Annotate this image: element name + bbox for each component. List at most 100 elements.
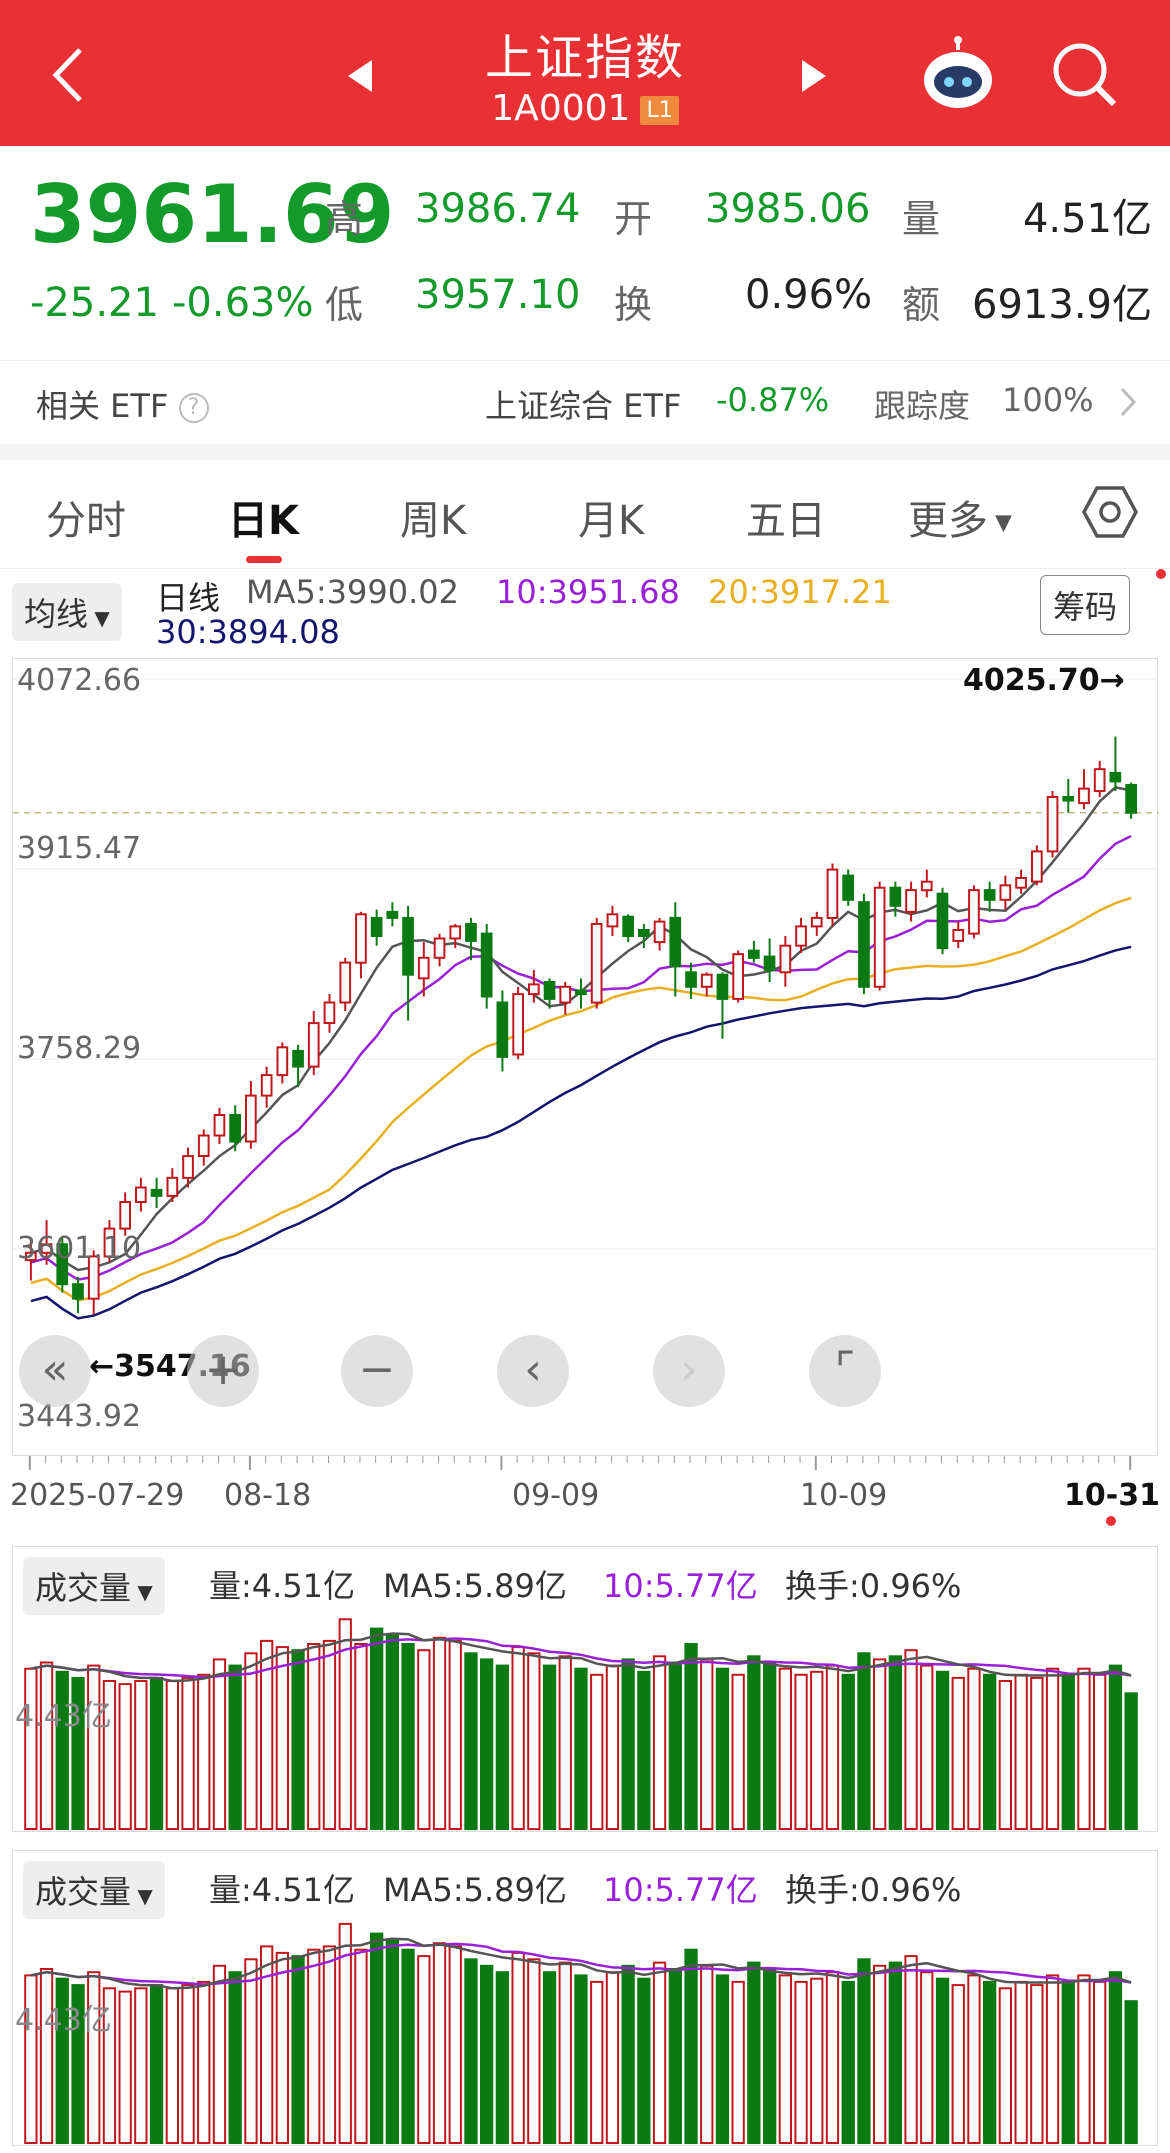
- candle-body: [1046, 796, 1059, 853]
- volume-bar: [920, 1971, 934, 2144]
- step-back-icon[interactable]: ‹: [497, 1335, 569, 1407]
- step-forward-icon[interactable]: ›: [653, 1335, 725, 1407]
- volume-bar: [731, 1980, 745, 2144]
- active-tab-indicator: [246, 556, 282, 563]
- prev-stock-icon[interactable]: [340, 56, 380, 96]
- zoom-out-icon[interactable]: −: [341, 1335, 413, 1407]
- volume-selector[interactable]: 成交量 ▼: [23, 1557, 165, 1615]
- candle-body: [276, 1046, 289, 1077]
- volume-bar: [275, 1646, 290, 1830]
- volume-panel[interactable]: 成交量 ▼ 量:4.51亿 MA5:5.89亿 10:5.77亿 换手:0.96…: [12, 1546, 1158, 1832]
- help-icon[interactable]: ?: [178, 393, 209, 423]
- scroll-left-icon[interactable]: «: [19, 1335, 91, 1407]
- volume-panel[interactable]: 成交量 ▼ 量:4.51亿 MA5:5.89亿 10:5.77亿 换手:0.96…: [12, 1850, 1158, 2146]
- etf-label: 相关 ETF ?: [36, 381, 209, 427]
- volume-bar: [165, 1680, 179, 1830]
- y-tick-label: 3443.92: [17, 1399, 142, 1434]
- volume-bar: [605, 1971, 620, 2144]
- candle-body: [606, 913, 619, 928]
- volume-bar: [700, 1964, 714, 2144]
- candle-body: [936, 892, 949, 950]
- volume-bar: [354, 1643, 368, 1830]
- volume-ma10: 10:5.77亿: [603, 1871, 758, 1909]
- date-tick-label: 08-18: [224, 1478, 312, 1513]
- volume-bar: [448, 1639, 462, 1831]
- volume-bar: [715, 1974, 730, 2145]
- candle-body: [638, 929, 650, 937]
- volume-bar: [134, 1680, 148, 1830]
- volume-bar: [935, 1977, 950, 2144]
- volume-bar: [118, 1990, 132, 2144]
- volume-bar: [55, 1977, 69, 2144]
- candle-body: [135, 1186, 147, 1203]
- volume-bar: [260, 1639, 274, 1831]
- fullscreen-icon[interactable]: ⌜: [809, 1335, 881, 1407]
- volume-ma5: MA5:5.89亿: [383, 1567, 567, 1605]
- volume-bar: [102, 1987, 117, 2144]
- robot-assistant-icon[interactable]: [918, 34, 998, 114]
- y-tick-label: 4072.66: [17, 663, 142, 698]
- ma10-line: [30, 834, 1132, 1281]
- volume-bar: [385, 1633, 400, 1831]
- volume-bar: [71, 1984, 85, 2144]
- last-price: 3961.69: [30, 168, 395, 261]
- volume-value: 量:4.51亿: [209, 1871, 356, 1909]
- volume-bar: [291, 1955, 305, 2144]
- candle-body: [182, 1155, 194, 1179]
- related-etf-row[interactable]: 相关 ETF ? 上证综合 ETF -0.87% 跟踪度 100%: [0, 360, 1170, 444]
- date-tick-label: 10-31: [1064, 1478, 1160, 1513]
- volume-bar: [307, 1643, 321, 1830]
- tab-weekly-k[interactable]: 周K: [400, 498, 467, 544]
- tab-monthly-k[interactable]: 月K: [578, 498, 645, 544]
- candle-body: [685, 971, 697, 988]
- volume-selector[interactable]: 成交量 ▼: [23, 1861, 165, 1919]
- volume-bar: [432, 1942, 447, 2144]
- candle-body: [465, 923, 477, 942]
- tab-daily-k[interactable]: 日K: [228, 498, 299, 544]
- volume-bar: [888, 1655, 903, 1830]
- volume-bar: [888, 1961, 903, 2144]
- volume-turnover: 换手:0.96%: [785, 1871, 962, 1909]
- volume-bar: [747, 1961, 761, 2144]
- volume-bar: [1124, 1692, 1138, 1830]
- open-value: 3985.06: [705, 186, 871, 232]
- ma-legend-bar: 均线 ▼ 日线 MA5:3990.02 10:3951.68 20:3917.2…: [0, 568, 1170, 658]
- back-icon[interactable]: [38, 40, 98, 110]
- tab-intraday[interactable]: 分时: [46, 498, 126, 544]
- volume-bar: [134, 1987, 148, 2144]
- search-icon[interactable]: [1050, 40, 1120, 110]
- date-tick-label: 09-09: [512, 1478, 600, 1513]
- volume-bar: [1093, 1673, 1107, 1830]
- zoom-in-icon[interactable]: +: [187, 1335, 259, 1407]
- volume-bar: [71, 1676, 85, 1830]
- ma-selector[interactable]: 均线 ▼: [12, 583, 122, 641]
- dropdown-arrow-icon: ▼: [88, 606, 110, 630]
- volume-bar: [181, 1984, 195, 2144]
- volume-bar: [197, 1673, 211, 1830]
- candle-body: [669, 916, 682, 968]
- tab-five-day[interactable]: 五日: [746, 498, 826, 544]
- low-label: 低: [325, 283, 364, 327]
- next-stock-icon[interactable]: [794, 56, 834, 96]
- settings-hexagon-icon[interactable]: [1082, 484, 1138, 544]
- volume-bar: [652, 1655, 667, 1830]
- volume-bar: [322, 1639, 337, 1831]
- candle-body: [826, 868, 839, 920]
- candle-body: [25, 1251, 37, 1262]
- volume-bar: [495, 1664, 510, 1830]
- candle-body: [920, 880, 933, 892]
- dropdown-arrow-icon: ▼: [131, 1580, 153, 1604]
- candle-body: [245, 1094, 257, 1143]
- candle-body: [1125, 784, 1138, 814]
- volume-bar: [904, 1955, 918, 2144]
- tab-more[interactable]: 更多 ▼: [908, 488, 1012, 546]
- ma5-line: [30, 786, 1132, 1272]
- ma10-value: 10:3951.68: [496, 573, 680, 611]
- candle-body: [386, 910, 399, 919]
- volume-bar: [951, 1676, 965, 1830]
- volume-bar: [1061, 1673, 1075, 1830]
- candle-body: [1078, 787, 1090, 805]
- kline-chart[interactable]: 4072.66 3915.47 3758.29 3601.10 3443.92 …: [12, 658, 1159, 1456]
- volume-ma5-line: [30, 1937, 1132, 1990]
- chip-button[interactable]: 筹码: [1040, 575, 1131, 635]
